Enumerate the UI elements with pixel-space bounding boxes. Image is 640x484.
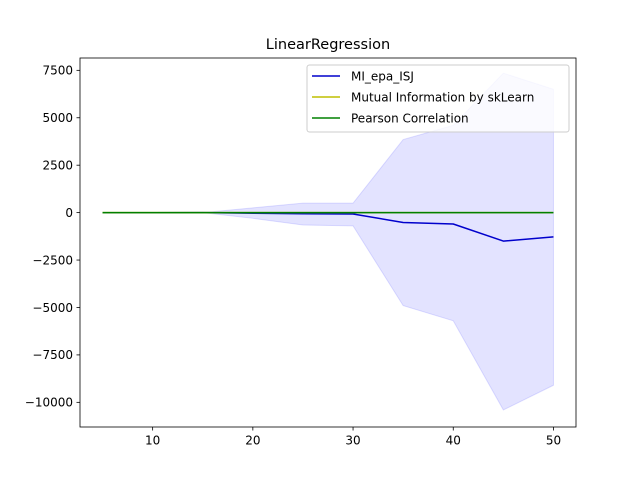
legend: MI_epa_ISJ Mutual Information by skLearn P… [306, 64, 570, 133]
y-tick-label: −2500 [32, 253, 73, 267]
y-tick-label: −7500 [32, 348, 73, 362]
x-tick-label: 20 [245, 434, 260, 448]
y-tick-label: 0 [65, 206, 73, 220]
chart-title: LinearRegression [266, 37, 390, 53]
y-tick-label: 5000 [42, 111, 73, 125]
y-tick-label: −10000 [25, 396, 73, 410]
x-tick-label: 30 [345, 434, 360, 448]
y-tick-label: −5000 [32, 301, 73, 315]
y-tick-label: 2500 [42, 158, 73, 172]
x-tick-label: 40 [446, 434, 461, 448]
legend-label-0: MI_epa_ISJ [351, 70, 414, 84]
legend-label-1: Mutual Information by skLearn [351, 91, 534, 105]
x-tick-label: 10 [145, 434, 160, 448]
axes-layer: 10 20 30 40 50 −10000 −7500 −5000 −2500 0 2500 5000… [25, 57, 577, 448]
y-tick-label: 7500 [42, 64, 73, 78]
x-tick-label: 50 [546, 434, 561, 448]
plot-frame [79, 57, 577, 428]
legend-box [306, 64, 570, 133]
series-layer [102, 211, 554, 242]
legend-label-2: Pearson Correlation [351, 112, 469, 126]
